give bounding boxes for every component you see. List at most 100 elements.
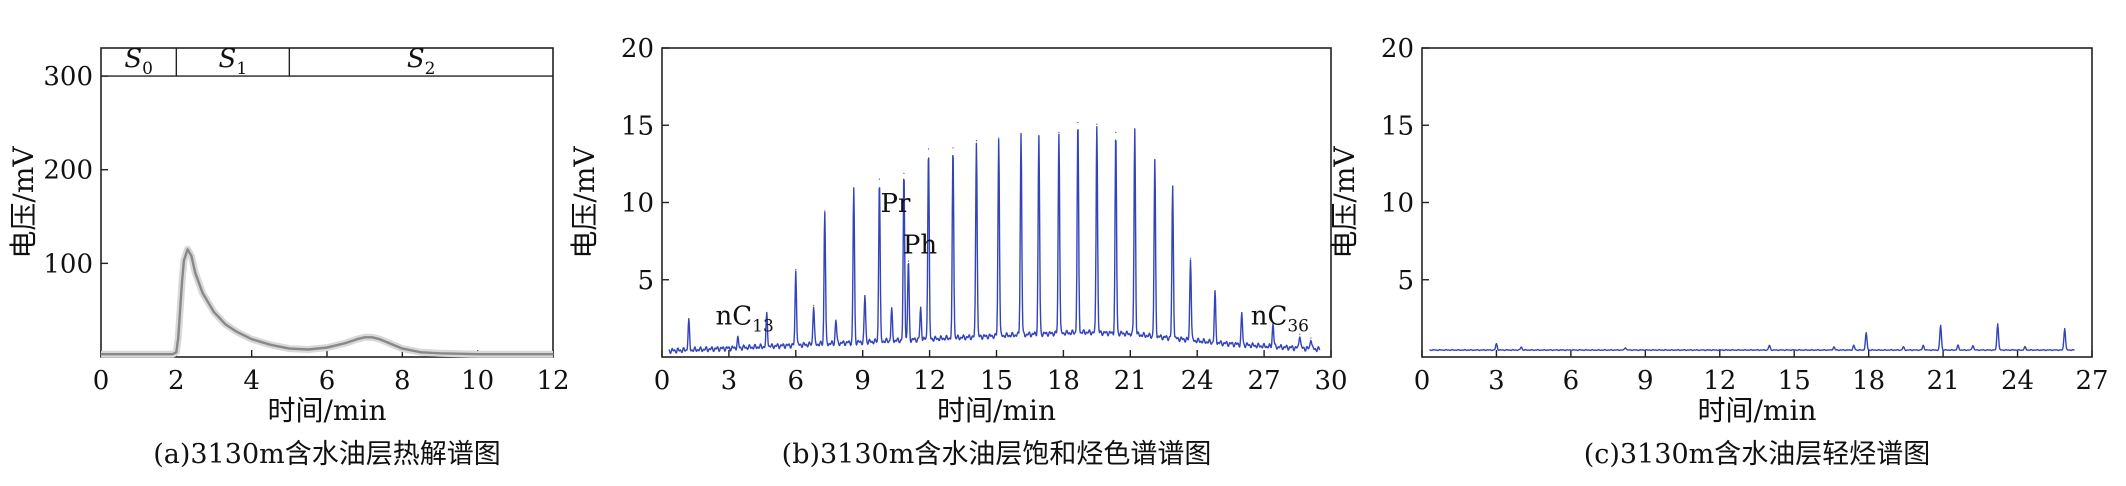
peak-mark [952,147,954,149]
peak-mark [1833,346,1835,348]
x-tick-label: 21 [1927,366,1960,396]
x-tick-label: 12 [1703,366,1736,396]
peak-mark [1922,344,1924,347]
data-point [190,255,192,257]
peak-mark [853,187,855,189]
peak-annotation: Pr [881,189,911,219]
x-tick-label: 18 [1047,366,1080,396]
peak-mark [1902,346,1905,348]
data-point [187,248,189,250]
y-tick-label: 100 [43,249,93,279]
peak-mark [1853,344,1855,347]
panel-caption: (b)3130m含水油层饱和烃色谱谱图 [782,439,1212,470]
peak-mark [891,309,893,311]
x-tick-label: 9 [1637,366,1654,396]
plot-frame [661,47,1332,358]
peak-mark [1865,332,1867,334]
y-tick-label: 20 [621,34,654,64]
peak-mark [1096,123,1098,125]
data-point [514,353,516,355]
peak-mark [1172,186,1174,188]
x-tick-label: 18 [1852,366,1885,396]
x-tick-label: 6 [1563,366,1580,396]
peak-mark [824,210,826,212]
peak-mark [1272,322,1274,325]
x-tick-label: 0 [93,366,110,396]
peak-mark [1020,133,1022,135]
peak-mark [1768,344,1771,347]
x-tick-label: 24 [1181,366,1214,396]
plot-frame [1421,47,2093,358]
data-point [251,338,253,340]
x-tick-label: 3 [1488,366,1505,396]
x-tick-label: 8 [394,366,411,396]
data-point [356,338,358,340]
peak-mark [2064,327,2066,330]
x-tick-label: 24 [2001,366,2034,396]
peak-mark [864,295,866,297]
data-point [202,292,204,294]
peak-mark [2024,346,2026,348]
peak-mark [1134,128,1136,130]
peak-mark [1299,333,1301,335]
peak-mark [998,137,1000,139]
peak-mark [795,268,797,271]
segment-label-s0: S0 [124,44,153,79]
data-point [552,353,554,355]
peak-mark [927,148,930,150]
peak-mark [835,319,837,321]
x-tick-label: 2 [168,366,185,396]
data-point [213,311,215,313]
x-tick-label: 10 [461,366,494,396]
data-point [288,347,290,350]
segment-label-s2: S2 [407,44,436,79]
plot-frame [100,47,554,358]
data-point [364,336,366,338]
data-point [100,353,102,355]
x-tick-label: 27 [1248,366,1281,396]
y-axis-label: 电压/mV [568,146,601,259]
y-tick-label: 10 [1381,189,1414,219]
panel-1: 0 3 6 9 12 15 18 21 24 27 30 5 10 15 20 时间/min 电压/mV (b)3… [568,34,1348,470]
data-point [401,347,403,350]
y-tick-label: 15 [1381,111,1414,141]
peak-mark [975,139,978,142]
peak-mark [737,337,739,340]
series-halo [101,245,553,358]
x-tick-label: 6 [319,366,336,396]
data-point [307,348,309,351]
data-point [177,337,179,339]
peak-mark [1077,121,1079,124]
data-point [379,338,381,340]
peak-mark [1940,324,1942,326]
x-tick-label: 15 [980,366,1013,396]
data-point [171,353,174,355]
peak-mark [878,178,881,180]
peak-annotation: nC36 [1251,302,1309,337]
peak-mark [1115,131,1117,134]
data-point [175,351,177,353]
peak-mark [1214,292,1216,294]
x-axis-label: 时间/min [268,394,387,427]
peak-mark [1624,347,1627,349]
data-point [326,347,328,349]
y-tick-label: 10 [621,189,654,219]
x-tick-label: 6 [788,366,805,396]
y-axis-label: 电压/mV [1328,146,1361,259]
y-tick-label: 20 [1381,34,1414,64]
data-point [439,352,441,354]
x-tick-label: 0 [654,366,671,396]
data-point [179,309,181,311]
data-point [224,323,226,325]
x-tick-label: 3 [721,366,738,396]
data-point [371,336,373,338]
peak-mark [1154,161,1156,163]
peak-annotation: nC13 [716,302,774,337]
x-tick-label: 12 [913,366,946,396]
chromatogram-line [668,126,1321,355]
peak-mark [1189,257,1192,259]
peak-mark [1957,344,1959,347]
peak-mark [1520,346,1522,348]
panel-0: 0 2 4 6 8 10 12 100 200 300 时间/min 电压/mV (a)3130m含水油… [7,44,570,470]
segment-label-s1: S1 [219,44,248,79]
